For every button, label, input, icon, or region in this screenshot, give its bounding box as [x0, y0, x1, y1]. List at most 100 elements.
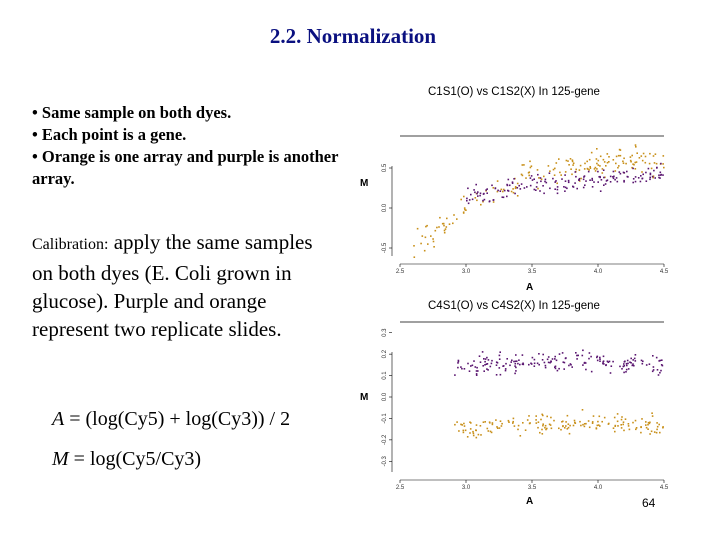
data-point-purple	[471, 198, 474, 201]
data-point-purple	[630, 362, 632, 364]
data-point-orange	[565, 425, 567, 427]
data-point-purple	[544, 180, 546, 183]
data-point-orange	[613, 416, 616, 419]
data-point-orange	[463, 425, 466, 427]
data-point-orange	[474, 197, 477, 199]
data-point-purple	[537, 173, 539, 176]
data-point-purple	[485, 363, 488, 365]
data-point-purple	[659, 174, 662, 176]
data-point-orange	[521, 164, 524, 166]
data-point-purple	[543, 192, 545, 195]
data-point-purple	[457, 359, 460, 362]
x-tick-label: 2.5	[396, 269, 405, 275]
data-point-orange	[517, 428, 519, 431]
data-point-purple	[599, 358, 601, 360]
data-point-orange	[496, 180, 499, 182]
data-point-purple	[659, 359, 661, 362]
data-point-purple	[637, 177, 640, 179]
data-point-purple	[502, 365, 505, 367]
data-point-orange	[448, 223, 451, 225]
data-point-purple	[504, 368, 507, 370]
data-point-orange	[615, 162, 617, 165]
data-point-purple	[618, 171, 621, 173]
data-point-purple	[513, 360, 515, 363]
data-point-purple	[490, 362, 493, 365]
data-point-orange	[650, 167, 653, 170]
data-point-purple	[612, 177, 615, 180]
data-point-purple	[614, 178, 616, 181]
data-point-purple	[497, 189, 499, 192]
data-point-orange	[464, 208, 466, 211]
data-point-purple	[596, 355, 599, 358]
data-point-orange	[544, 424, 547, 427]
data-point-purple	[651, 175, 654, 178]
data-point-orange	[559, 171, 561, 174]
data-point-orange	[480, 434, 482, 436]
data-point-orange	[640, 426, 642, 428]
data-point-orange	[554, 167, 556, 170]
data-point-orange	[623, 157, 625, 160]
data-point-orange	[656, 422, 658, 424]
data-point-orange	[655, 162, 658, 165]
data-point-purple	[533, 362, 536, 365]
data-point-purple	[626, 170, 628, 173]
data-point-orange	[458, 430, 460, 432]
data-point-purple	[506, 183, 508, 186]
data-point-purple	[660, 364, 663, 366]
data-point-purple	[661, 359, 663, 361]
data-point-orange	[602, 158, 605, 161]
data-point-orange	[653, 431, 656, 433]
data-point-purple	[615, 177, 618, 179]
data-point-purple	[519, 188, 522, 190]
data-point-orange	[543, 175, 545, 178]
formula-m: M = log(Cy5/Cy3)	[52, 448, 201, 471]
data-point-purple	[657, 374, 660, 376]
data-point-purple	[498, 354, 501, 357]
data-point-purple	[602, 355, 605, 358]
data-point-purple	[571, 366, 573, 368]
data-point-purple	[606, 179, 609, 181]
data-point-purple	[582, 186, 585, 189]
data-point-purple	[457, 360, 460, 363]
calibration-text: apply the same samples on both dyes (E. …	[32, 230, 313, 341]
data-point-purple	[558, 353, 561, 355]
data-point-orange	[662, 163, 664, 165]
data-point-purple	[544, 366, 547, 369]
data-point-orange	[608, 161, 610, 163]
data-point-purple	[482, 199, 484, 202]
data-point-purple	[625, 371, 627, 373]
data-point-orange	[572, 424, 575, 427]
data-point-orange	[641, 418, 643, 420]
data-point-orange	[569, 424, 571, 427]
data-point-purple	[484, 360, 486, 363]
data-point-purple	[572, 185, 574, 188]
data-point-orange	[525, 177, 527, 179]
data-point-purple	[488, 200, 491, 202]
data-point-orange	[520, 173, 523, 176]
data-point-orange	[662, 155, 665, 157]
data-point-orange	[635, 427, 638, 429]
data-point-orange	[578, 180, 581, 182]
data-point-purple	[477, 195, 479, 197]
data-point-purple	[604, 183, 607, 185]
x-tick-label: 4.5	[660, 269, 669, 275]
data-point-orange	[561, 421, 563, 423]
data-point-purple	[466, 199, 468, 202]
data-point-purple	[656, 167, 658, 169]
data-point-orange	[583, 425, 586, 428]
data-point-purple	[602, 362, 604, 365]
data-point-orange	[635, 428, 637, 431]
data-point-orange	[580, 424, 582, 427]
data-point-purple	[591, 179, 594, 181]
data-point-orange	[453, 214, 455, 216]
plot2-ylabel: M	[360, 392, 369, 403]
data-point-orange	[620, 427, 623, 429]
data-point-orange	[641, 171, 643, 173]
data-point-orange	[597, 424, 600, 426]
data-point-purple	[503, 189, 506, 192]
data-point-purple	[511, 359, 513, 362]
data-point-purple	[463, 368, 466, 370]
data-point-purple	[658, 174, 660, 176]
data-point-orange	[491, 422, 494, 424]
formula-m-rhs: = log(Cy5/Cy3)	[73, 448, 202, 470]
